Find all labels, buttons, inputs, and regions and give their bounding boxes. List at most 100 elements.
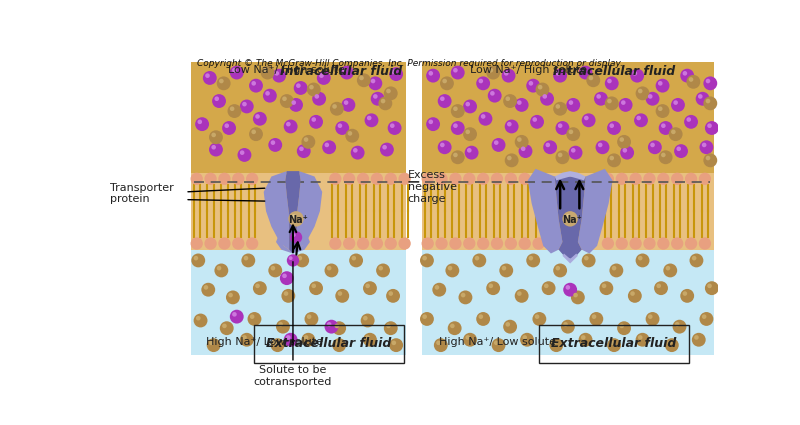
Circle shape — [270, 266, 275, 270]
Circle shape — [648, 314, 653, 319]
Circle shape — [426, 69, 440, 82]
Circle shape — [343, 237, 355, 249]
Circle shape — [373, 94, 378, 99]
Circle shape — [615, 237, 628, 249]
Circle shape — [232, 312, 237, 317]
Circle shape — [478, 314, 483, 319]
Circle shape — [390, 123, 394, 128]
Circle shape — [476, 76, 490, 90]
Circle shape — [270, 338, 285, 352]
Bar — [190, 62, 406, 173]
Circle shape — [478, 112, 492, 126]
Circle shape — [304, 335, 308, 340]
Circle shape — [692, 256, 697, 261]
Circle shape — [209, 143, 223, 156]
Circle shape — [453, 68, 458, 73]
Circle shape — [217, 266, 222, 270]
Circle shape — [391, 340, 396, 345]
Circle shape — [278, 322, 283, 327]
Circle shape — [203, 71, 217, 85]
Circle shape — [280, 271, 294, 285]
Circle shape — [222, 121, 236, 135]
Circle shape — [663, 264, 677, 278]
Circle shape — [398, 173, 410, 185]
Circle shape — [253, 281, 266, 295]
Circle shape — [344, 100, 349, 105]
Circle shape — [617, 135, 631, 149]
Circle shape — [602, 173, 614, 185]
Circle shape — [386, 89, 390, 94]
Circle shape — [335, 121, 349, 135]
Circle shape — [667, 340, 672, 345]
Circle shape — [534, 314, 539, 319]
Circle shape — [599, 281, 614, 295]
Circle shape — [325, 143, 329, 147]
Circle shape — [563, 322, 568, 327]
Circle shape — [312, 92, 326, 106]
Circle shape — [205, 237, 217, 249]
Circle shape — [592, 314, 596, 319]
Circle shape — [472, 253, 486, 267]
Circle shape — [238, 148, 251, 162]
Circle shape — [385, 173, 397, 185]
Circle shape — [518, 173, 531, 185]
Circle shape — [453, 123, 458, 128]
Circle shape — [689, 77, 694, 82]
Circle shape — [342, 68, 347, 73]
Circle shape — [555, 104, 560, 109]
Circle shape — [494, 140, 498, 145]
Circle shape — [706, 99, 710, 103]
Circle shape — [398, 237, 410, 249]
Circle shape — [288, 211, 304, 227]
Circle shape — [296, 83, 301, 88]
Circle shape — [363, 281, 377, 295]
Text: Copyright © The McGraw-Hill Companies, Inc. Permission required for reproduction: Copyright © The McGraw-Hill Companies, I… — [197, 59, 623, 68]
Circle shape — [332, 338, 346, 352]
Text: Intracellular fluid: Intracellular fluid — [279, 65, 402, 78]
Circle shape — [226, 290, 240, 304]
Circle shape — [359, 76, 364, 80]
Circle shape — [268, 264, 282, 278]
Circle shape — [555, 150, 570, 164]
Circle shape — [435, 173, 448, 185]
Circle shape — [302, 135, 315, 149]
Circle shape — [621, 100, 626, 105]
Circle shape — [220, 321, 234, 335]
Circle shape — [504, 71, 509, 76]
Circle shape — [476, 312, 490, 326]
Circle shape — [530, 115, 544, 129]
Circle shape — [314, 94, 319, 99]
Circle shape — [602, 237, 614, 249]
Circle shape — [282, 274, 287, 278]
Circle shape — [357, 74, 370, 87]
Circle shape — [251, 130, 256, 134]
Circle shape — [658, 121, 673, 135]
Circle shape — [270, 140, 275, 145]
Circle shape — [451, 150, 465, 164]
Circle shape — [386, 323, 390, 328]
Circle shape — [232, 237, 245, 249]
Circle shape — [685, 173, 698, 185]
Circle shape — [247, 312, 262, 326]
Circle shape — [240, 99, 254, 113]
Circle shape — [702, 143, 706, 147]
Circle shape — [317, 71, 330, 85]
Circle shape — [533, 237, 545, 249]
Circle shape — [673, 320, 686, 334]
Circle shape — [703, 96, 718, 111]
Circle shape — [617, 321, 631, 335]
Circle shape — [363, 316, 368, 320]
Circle shape — [677, 147, 681, 151]
Polygon shape — [554, 171, 586, 180]
Circle shape — [304, 137, 308, 142]
Text: Low Na⁺/ High solute: Low Na⁺/ High solute — [227, 65, 345, 75]
Circle shape — [249, 79, 263, 93]
Circle shape — [658, 150, 673, 164]
Circle shape — [422, 256, 427, 261]
Circle shape — [195, 117, 209, 131]
Circle shape — [596, 94, 601, 99]
Circle shape — [684, 115, 698, 129]
Circle shape — [634, 113, 648, 127]
Circle shape — [378, 266, 383, 270]
Circle shape — [384, 321, 398, 335]
